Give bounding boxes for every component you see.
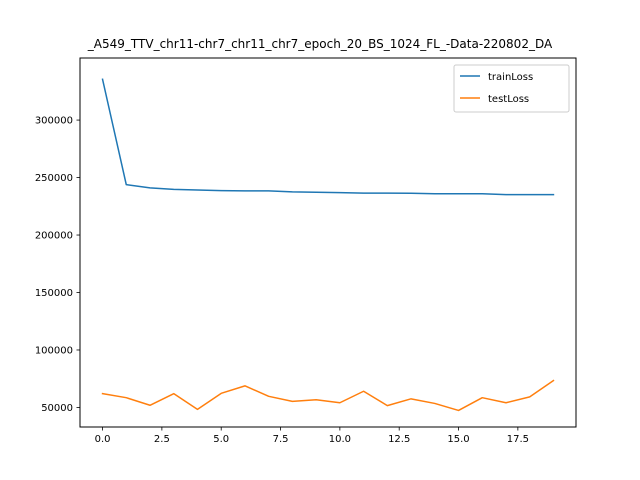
plot-area xyxy=(101,78,555,412)
series-line-testLoss xyxy=(101,379,555,412)
x-tick-label: 10.0 xyxy=(329,434,351,445)
x-tick-label: 15.0 xyxy=(447,434,469,445)
x-axis: 0.0 2.5 5.0 7.5 10.0 12.5 15.0 17.5 xyxy=(95,427,529,445)
y-tick-label: 150000 xyxy=(35,288,73,299)
legend-label: trainLoss xyxy=(488,72,533,83)
y-tick-label: 50000 xyxy=(41,403,73,414)
axes-frame xyxy=(79,57,577,428)
x-tick-label: 12.5 xyxy=(388,434,410,445)
legend: trainLoss testLoss xyxy=(453,64,570,113)
series-line-trainLoss xyxy=(101,78,555,196)
x-tick-label: 0.0 xyxy=(95,434,111,445)
x-tick-label: 5.0 xyxy=(213,434,229,445)
legend-box xyxy=(453,64,570,113)
y-tick-label: 200000 xyxy=(35,231,73,242)
x-tick-label: 2.5 xyxy=(154,434,170,445)
y-tick-label: 250000 xyxy=(35,173,73,184)
y-tick-label: 100000 xyxy=(35,345,73,356)
legend-label: testLoss xyxy=(488,94,529,105)
x-tick-label: 7.5 xyxy=(273,434,289,445)
y-axis: 50000 100000 150000 200000 250000 300000 xyxy=(35,116,80,414)
x-tick-label: 17.5 xyxy=(507,434,529,445)
chart-title: _A549_TTV_chr11-chr7_chr11_chr7_epoch_20… xyxy=(87,37,553,51)
y-tick-label: 300000 xyxy=(35,116,73,127)
